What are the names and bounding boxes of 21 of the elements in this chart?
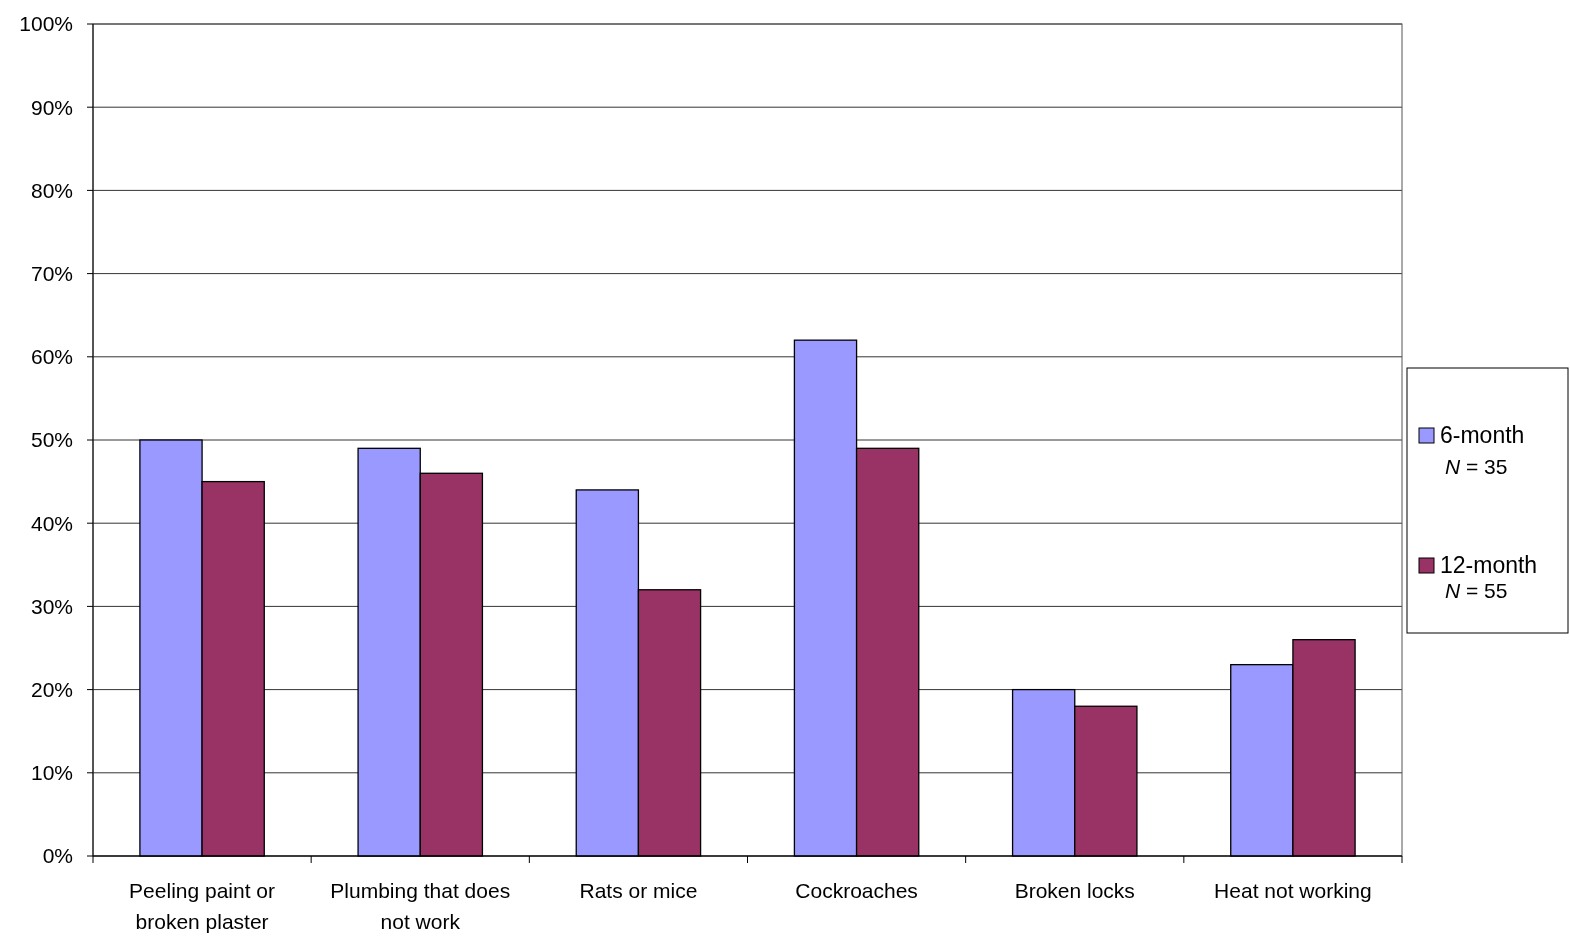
y-tick-label: 20% xyxy=(30,677,73,701)
y-tick-label: 60% xyxy=(30,345,73,369)
y-tick-label: 50% xyxy=(30,428,73,452)
y-tick-label: 40% xyxy=(30,511,73,535)
y-tick-label: 70% xyxy=(30,261,73,285)
y-tick-label: 10% xyxy=(30,761,73,785)
x-tick-label: Peeling paint or broken plaster xyxy=(129,879,276,933)
x-tick-label: Cockroaches xyxy=(795,879,918,902)
y-tick-label: 30% xyxy=(30,594,73,618)
y-tick-label: 80% xyxy=(30,178,73,202)
y-tick-label: 0% xyxy=(42,844,73,868)
x-tick-label: Heat not working xyxy=(1214,879,1372,902)
x-tick-label: Rats or mice xyxy=(579,879,698,902)
y-tick-label: 100% xyxy=(19,12,73,36)
text: N = 35 xyxy=(1445,455,1508,478)
text: N = 55 xyxy=(1445,579,1508,602)
legend-label: 6-month xyxy=(1440,422,1525,449)
legend-label: 12-month xyxy=(1440,552,1538,579)
x-tick-label: Plumbing that does not work xyxy=(330,879,511,933)
x-tick-label: Broken locks xyxy=(1014,879,1135,902)
y-tick-label: 90% xyxy=(30,95,73,119)
